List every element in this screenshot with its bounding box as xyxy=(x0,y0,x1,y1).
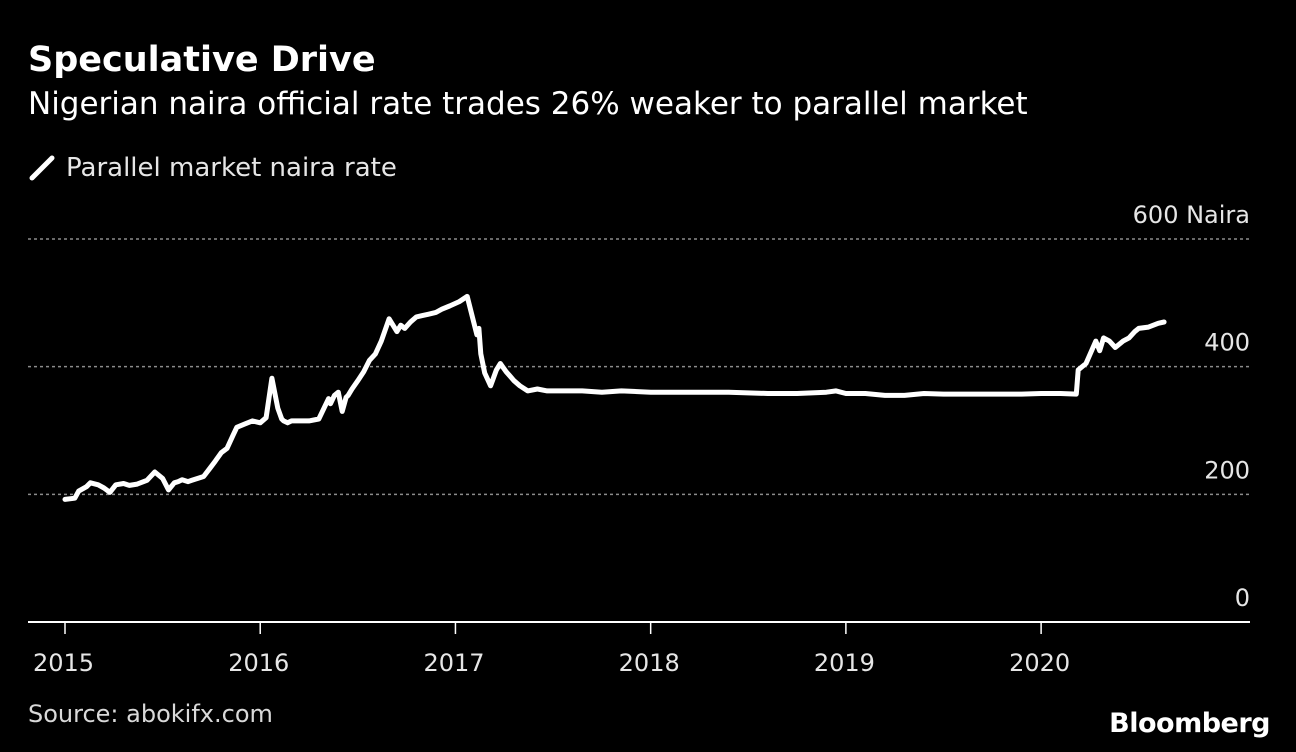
legend: Parallel market naira rate xyxy=(28,150,397,186)
y-tick-label: 200 xyxy=(1204,456,1250,484)
x-tick-label: 2019 xyxy=(814,649,875,677)
y-tick-label: 0 xyxy=(1235,584,1250,612)
chart-title: Speculative Drive xyxy=(28,40,376,80)
x-tick-label: 2015 xyxy=(33,649,94,677)
y-tick-label: 400 xyxy=(1204,329,1250,357)
legend-line-icon xyxy=(29,155,55,181)
legend-label: Parallel market naira rate xyxy=(66,153,397,183)
gridlines xyxy=(28,238,1250,496)
y-axis-labels: 0 200 400 600 Naira xyxy=(1133,201,1250,612)
x-tick-label: 2017 xyxy=(423,649,484,677)
x-axis-labels: 2015 2016 2017 2018 2019 2020 xyxy=(33,649,1070,677)
y-tick-label: 600 Naira xyxy=(1133,201,1250,229)
x-tick-label: 2016 xyxy=(228,649,289,677)
chart-subtitle: Nigerian naira official rate trades 26% … xyxy=(28,86,1028,122)
series-layer xyxy=(62,293,1167,502)
bloomberg-logo: Bloomberg xyxy=(1109,708,1270,739)
x-axis xyxy=(28,621,1250,634)
x-tick-label: 2018 xyxy=(619,649,680,677)
x-tick-label: 2020 xyxy=(1009,649,1070,677)
series-line xyxy=(62,293,1167,502)
source-note: Source: abokifx.com xyxy=(28,700,273,728)
